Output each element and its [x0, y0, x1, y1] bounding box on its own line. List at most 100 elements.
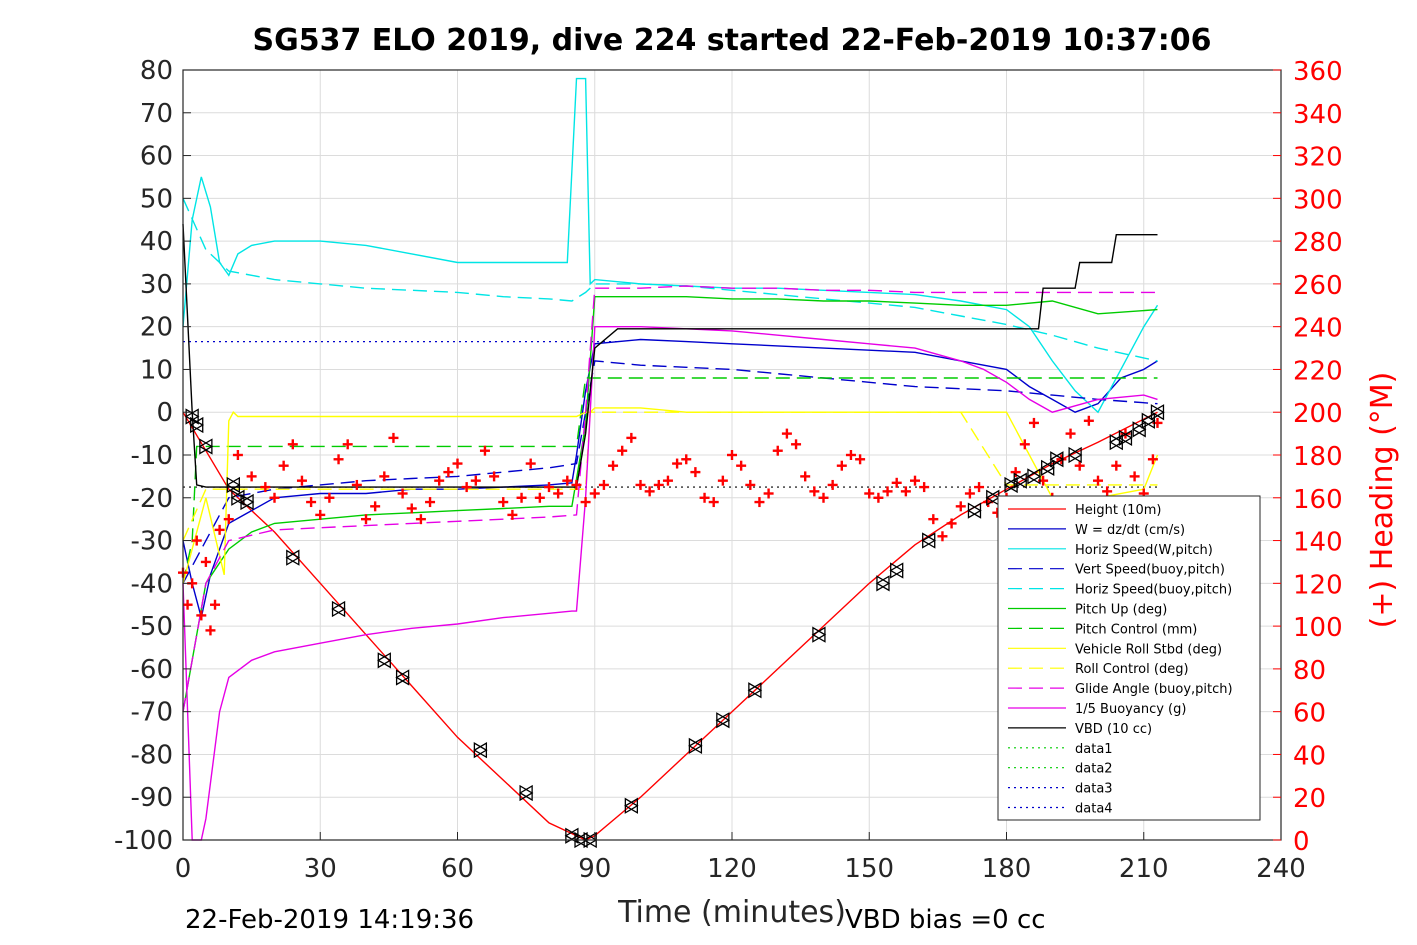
y-axis-right-label: (+) Heading (°M) [1365, 372, 1400, 629]
x-tick-label: 60 [441, 854, 474, 884]
heading-marker [589, 488, 600, 499]
y-tick-label: -20 [131, 484, 173, 514]
depth-marker [1049, 451, 1065, 468]
x-tick-label: 120 [707, 854, 757, 884]
legend-item: Horiz Speed(W,pitch) [1008, 543, 1213, 558]
heading-marker [324, 492, 335, 503]
heading-marker [196, 610, 207, 621]
x-axis-ticks: 0 30 60 90 120 150 180 210 240 [175, 832, 1306, 884]
y-right-tick-label: 140 [1293, 528, 1343, 558]
x-tick-label: 210 [1119, 854, 1169, 884]
legend-label: data3 [1075, 782, 1113, 797]
heading-marker [781, 428, 792, 439]
heading-marker [278, 460, 289, 471]
heading-marker [361, 514, 371, 525]
depth-marker [1067, 446, 1083, 464]
heading-marker [1010, 467, 1021, 478]
heading-marker [791, 439, 802, 450]
legend-label: W = dz/dt (cm/s) [1075, 523, 1185, 538]
y-right-tick-label: 260 [1293, 271, 1343, 301]
y-tick-label: 0 [156, 398, 173, 428]
x-tick-label: 240 [1256, 854, 1306, 884]
heading-marker [699, 492, 710, 503]
legend-label: Height (10m) [1075, 503, 1161, 518]
depth-marker [967, 502, 982, 519]
series-line [182, 338, 1158, 618]
heading-marker [434, 475, 445, 486]
depth-marker [1012, 472, 1028, 489]
x-tick-label: 0 [175, 854, 192, 884]
heading-marker [210, 599, 221, 610]
series-lines [182, 77, 1159, 841]
heading-marker [470, 475, 481, 486]
heading-marker [562, 475, 573, 486]
heading-marker [708, 497, 719, 508]
legend-item: Glide Angle (buoy,pitch) [1008, 682, 1233, 697]
heading-marker [928, 514, 939, 525]
legend-box [997, 495, 1261, 821]
legend-item: Vert Speed(buoy,pitch) [1008, 563, 1225, 578]
heading-marker [964, 488, 975, 499]
y-right-tick-label: 200 [1293, 399, 1343, 429]
legend-label: Glide Angle (buoy,pitch) [1075, 682, 1233, 697]
depth-marker [239, 493, 255, 511]
series-line [182, 223, 1158, 488]
series-line [182, 296, 1158, 712]
legend-label: Pitch Up (deg) [1075, 603, 1167, 618]
x-tick-label: 180 [982, 854, 1032, 884]
depth-marker [184, 408, 200, 425]
heading-marker [315, 509, 326, 520]
heading-marker [626, 432, 637, 443]
depth-marker [1003, 476, 1019, 494]
heading-marker [553, 488, 564, 499]
heading-marker [882, 486, 893, 497]
heading-marker [653, 479, 664, 490]
heading-marker [498, 497, 509, 508]
heading-marker [370, 501, 381, 512]
heading-marker [379, 471, 390, 482]
depth-marker [624, 797, 639, 814]
y-tick-label: 10 [140, 355, 173, 385]
depth-marker [715, 712, 731, 729]
y-tick-label: -30 [131, 527, 173, 557]
heading-marker [1120, 428, 1131, 439]
legend-item: Pitch Control (mm) [1008, 622, 1197, 637]
x-tick-label: 30 [304, 854, 337, 884]
heading-marker [736, 460, 747, 471]
legend-item: VBD (10 cc) [1008, 722, 1152, 737]
heading-marker [772, 445, 783, 456]
legend: Height (10m) W = dz/dt (cm/s) Horiz Speed(… [997, 495, 1261, 821]
heading-marker [246, 471, 257, 482]
legend-label: Horiz Speed(W,pitch) [1075, 543, 1213, 558]
legend-label: Vert Speed(buoy,pitch) [1075, 563, 1225, 578]
heading-marker [1111, 460, 1122, 471]
heading-marker [974, 482, 985, 493]
y-tick-label: 50 [140, 184, 173, 214]
heading-marker [1102, 486, 1113, 497]
heading-marker [1093, 475, 1103, 486]
y-tick-label: 20 [140, 313, 173, 343]
depth-marker [875, 575, 891, 592]
legend-label: data2 [1075, 762, 1113, 777]
legend-item: Height (10m) [1008, 503, 1161, 518]
heading-marker [672, 458, 683, 469]
heading-marker [534, 492, 545, 503]
heading-marker [1056, 454, 1067, 465]
depth-marker [1040, 459, 1055, 476]
heading-marker [406, 503, 417, 514]
depth-markers [184, 404, 1165, 849]
heading-marker [919, 482, 930, 493]
heading-marker [608, 460, 619, 471]
heading-marker [516, 492, 527, 503]
footer-vbd-bias: VBD bias =0 cc [845, 905, 1046, 935]
heading-marker [1083, 415, 1094, 426]
y-tick-label: -80 [131, 740, 173, 770]
depth-marker [921, 532, 937, 549]
depth-marker [747, 682, 763, 699]
legend-label: Pitch Control (mm) [1075, 622, 1197, 637]
depth-marker [1141, 412, 1156, 429]
legend-item: Horiz Speed(buoy,pitch) [1008, 583, 1232, 598]
heading-marker [425, 497, 436, 508]
heading-marker [745, 479, 756, 490]
heading-marker [910, 475, 920, 486]
